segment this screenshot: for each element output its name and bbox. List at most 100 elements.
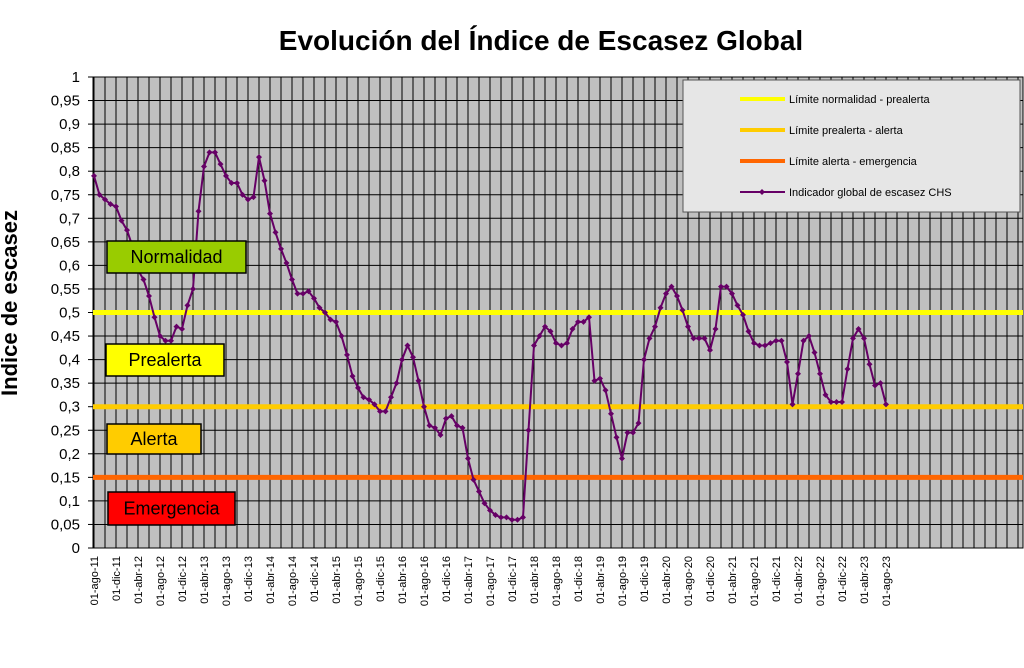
y-tick-label: 0,8 [59, 163, 80, 180]
data-point [481, 500, 488, 507]
data-point [652, 323, 658, 330]
data-point [514, 516, 521, 523]
zone-label-text: Prealerta [128, 350, 202, 370]
x-tick-label: 01-ago-16 [419, 556, 431, 606]
data-point [569, 325, 576, 332]
data-point [377, 408, 383, 415]
data-point [762, 342, 768, 349]
data-point [382, 408, 389, 415]
data-point [745, 328, 752, 335]
x-tick-label: 01-dic-11 [111, 556, 123, 601]
data-point [789, 401, 796, 408]
data-point [278, 245, 284, 252]
x-tick-label: 01-abr-20 [661, 556, 673, 604]
data-point [470, 476, 477, 483]
data-point [338, 333, 345, 340]
data-point [267, 210, 273, 217]
x-tick-label: 01-dic-18 [573, 556, 585, 602]
data-point [646, 335, 653, 342]
data-point [536, 333, 543, 340]
data-point [96, 191, 103, 198]
y-tick-label: 0,5 [59, 305, 80, 322]
data-point [355, 384, 361, 391]
data-point [245, 196, 251, 203]
data-point [371, 401, 378, 408]
y-tick-label: 0,25 [51, 422, 80, 439]
data-point [800, 337, 807, 344]
y-tick-label: 0,35 [51, 375, 80, 392]
legend: Límite normalidad - prealerta Límite prea… [682, 79, 1021, 213]
y-tick-label: 0,3 [59, 399, 80, 416]
data-point [498, 514, 504, 521]
x-tick-label: 01-abr-21 [727, 556, 739, 604]
x-tick-label: 01-ago-14 [287, 556, 299, 606]
data-point [685, 323, 691, 330]
y-tick-label: 0,75 [51, 187, 80, 204]
data-point [162, 337, 169, 344]
x-tick-label: 01-dic-19 [639, 556, 651, 602]
zone-label-text: Normalidad [130, 247, 222, 267]
data-point [223, 172, 229, 179]
x-tick-label: 01-ago-19 [617, 556, 629, 606]
data-point [564, 340, 570, 347]
data-point [250, 194, 257, 201]
y-tick-label: 0,85 [51, 140, 80, 157]
data-point [613, 434, 620, 441]
x-tick-label: 01-ago-23 [881, 556, 893, 606]
data-point [817, 370, 823, 377]
data-point [113, 203, 119, 210]
data-point [575, 318, 581, 325]
data-point [542, 323, 548, 330]
data-point [311, 295, 317, 302]
data-point [850, 335, 856, 342]
legend-label: Límite prealerta - alerta [789, 125, 904, 137]
data-point [751, 340, 757, 347]
data-point [349, 373, 356, 380]
data-point [696, 335, 702, 342]
data-point [608, 410, 614, 417]
data-point [635, 420, 642, 427]
zone-label-box [106, 423, 202, 455]
y-tick-label: 0,15 [51, 469, 80, 486]
x-tick-label: 01-dic-13 [243, 556, 255, 602]
y-tick-label: 0,2 [59, 446, 80, 463]
data-point [822, 391, 829, 398]
data-point [597, 375, 603, 382]
data-point [448, 413, 455, 420]
data-point [756, 342, 763, 349]
x-tick-label: 01-ago-11 [89, 556, 101, 605]
data-point [679, 307, 686, 314]
data-point [806, 333, 812, 340]
legend-label: Límite alerta - emergencia [789, 156, 918, 168]
data-point [146, 293, 152, 300]
data-point [833, 398, 840, 405]
data-point [261, 177, 268, 184]
data-point [168, 337, 174, 344]
y-tick-label: 0,1 [59, 493, 80, 510]
data-point [883, 401, 889, 408]
zone-label-box [107, 491, 236, 526]
x-tick-label: 01-abr-13 [199, 556, 211, 604]
data-point [151, 314, 158, 321]
data-point [410, 354, 416, 361]
data-point [305, 288, 312, 295]
y-tick-label: 0,4 [59, 352, 80, 369]
chart-title: Evolución del Índice de Escasez Global [279, 25, 803, 56]
x-tick-label: 01-abr-19 [595, 556, 607, 604]
data-point [520, 514, 526, 521]
data-point [701, 335, 708, 342]
data-point [388, 394, 394, 401]
data-point [217, 161, 224, 168]
data-point [201, 163, 207, 170]
data-point [239, 191, 246, 198]
data-point [256, 154, 262, 161]
data-point [558, 342, 565, 349]
x-tick-label: 01-dic-20 [705, 556, 717, 602]
y-tick-label: 0,45 [51, 328, 80, 345]
y-tick-label: 0,95 [51, 93, 80, 110]
x-tick-label: 01-dic-22 [837, 556, 849, 602]
x-tick-label: 01-abr-17 [463, 556, 475, 604]
data-point [663, 290, 669, 297]
data-point [624, 429, 631, 436]
data-point [828, 398, 834, 405]
